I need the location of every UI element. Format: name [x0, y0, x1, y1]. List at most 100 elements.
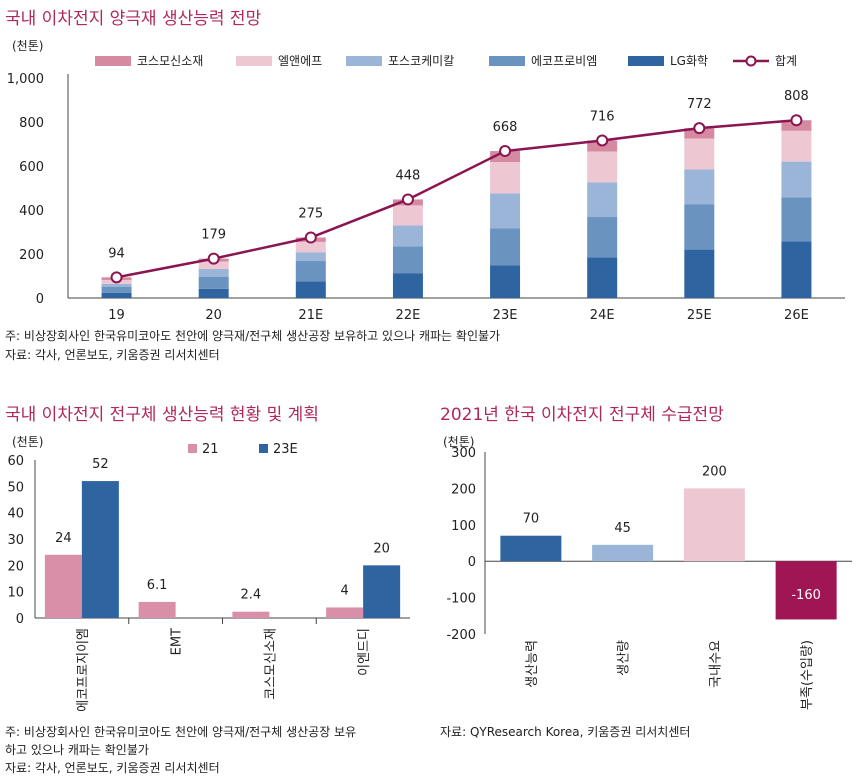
chart1-bar-LG화학: [295, 281, 326, 298]
chart2-source: 자료: 각사, 언론보도, 키움증권 리서치센터: [5, 761, 220, 775]
chart1-bar-에코프로비엠: [101, 287, 132, 293]
chart3-ytick-label: 200: [451, 482, 476, 497]
chart2-bar-21: [326, 607, 364, 618]
chart2-unit-label: (천톤): [12, 434, 43, 449]
chart1-title: 국내 이차전지 양극재 생산능력 전망: [5, 9, 262, 29]
chart1-legend-label: 에코프로비엠: [531, 54, 597, 68]
chart3-bar: [775, 561, 837, 620]
chart3-bar: [683, 488, 745, 562]
chart3-plot: (천톤) -200 -100 0 100 200 300 70 생산능력 45 생산량 200 국내수요…: [443, 434, 852, 710]
chart3-source: 자료: QYResearch Korea, 키움증권 리서치센터: [440, 725, 691, 739]
chart2-bar-21: [44, 554, 82, 618]
chart1-legend-swatch: [489, 56, 525, 66]
chart1-ytick-label: 400: [19, 204, 44, 219]
chart2-xtick-label: EMT: [170, 628, 185, 655]
chart3-title: 2021년 한국 이차전지 전구체 수급전망: [440, 405, 724, 425]
chart1-bar-엘앤에프: [587, 151, 618, 183]
chart2-xtick-label: 이엔드디: [357, 628, 372, 676]
chart1-legend-swatch: [346, 56, 382, 66]
chart1-total-point: [401, 193, 414, 206]
chart2-ytick-label: 10: [7, 586, 24, 601]
chart1-bar-엘앤에프: [490, 162, 521, 194]
chart1-bar-LG화학: [198, 288, 229, 298]
chart1-bar-엘앤에프: [392, 205, 423, 226]
chart1-legend-marker: [745, 55, 757, 67]
chart1-ytick-label: 1,000: [7, 72, 44, 87]
chart1-bar-에코프로비엠: [587, 217, 618, 258]
chart2-note-line2: 하고 있으나 캐파는 확인불가: [5, 743, 149, 757]
chart3-ytick-label: 300: [451, 446, 476, 461]
chart1-bar-포스코케미칼: [781, 161, 812, 198]
chart1-note: 주: 비상장회사인 한국유미코아도 천안에 양극재/전구체 생산공장 보유하고 …: [5, 329, 501, 343]
chart2-value-label: 4: [340, 583, 348, 598]
chart1-bar-엘앤에프: [684, 138, 715, 170]
chart1-bar-에코프로비엠: [490, 228, 521, 266]
chart1-bar-엘앤에프: [781, 130, 812, 162]
chart1-bar-엘앤에프: [198, 261, 229, 269]
chart1-unit-label: (천톤): [12, 38, 43, 53]
chart2-xtick-label: 코스모신소재: [263, 628, 278, 700]
chart3-value-label: 45: [614, 521, 631, 536]
chart1-xtick-label: 21E: [298, 308, 323, 323]
chart1-total-point: [207, 252, 220, 265]
chart1-bar-LG화학: [101, 292, 132, 298]
chart3-xtick-label: 국내수요: [708, 640, 723, 688]
chart1-bar-LG화학: [392, 273, 423, 298]
chart1-total-label: 94: [108, 246, 125, 261]
chart1-bar-포스코케미칼: [101, 283, 132, 287]
chart1-bar-포스코케미칼: [198, 268, 229, 277]
chart1-xtick-label: 20: [205, 308, 222, 323]
chart1-ytick-label: 0: [36, 292, 44, 307]
chart3-bar: [500, 535, 562, 562]
chart1-total-label: 275: [298, 207, 323, 222]
chart2-value-label: 52: [92, 457, 109, 472]
chart2-ytick-label: 30: [7, 533, 24, 548]
chart3-value-label: 200: [702, 464, 727, 479]
chart2-bar-21: [232, 611, 270, 618]
chart1-xtick-label: 24E: [590, 308, 615, 323]
chart1-total-label: 668: [493, 120, 518, 135]
chart2-value-label: 2.4: [241, 588, 262, 603]
chart1-bar-에코프로비엠: [781, 197, 812, 242]
chart3-bar: [592, 544, 654, 562]
chart1-ytick-label: 600: [19, 160, 44, 175]
chart1-bar-포스코케미칼: [684, 169, 715, 205]
chart3-ytick-label: -200: [446, 628, 476, 643]
chart1-total-point: [499, 145, 512, 158]
chart1-legend-label: 엘앤에프: [278, 54, 322, 68]
chart1-xtick-label: 19: [108, 308, 125, 323]
chart1-bar-포스코케미칼: [295, 252, 326, 262]
chart2-bar-23E: [363, 565, 401, 618]
chart1-legend-label: 포스코케미칼: [388, 54, 454, 68]
chart1-bar-에코프로비엠: [198, 276, 229, 289]
chart2-value-label: 20: [373, 541, 390, 556]
chart1-total-point: [693, 122, 706, 135]
chart1-total-line: [116, 118, 797, 279]
chart1-bar-에코프로비엠: [392, 246, 423, 274]
chart1-bar-에코프로비엠: [295, 261, 326, 282]
chart2-note-line1: 주: 비상장회사인 한국유미코아도 천안에 양극재/전구체 생산공장 보유: [5, 725, 357, 739]
chart2-ytick-label: 40: [7, 507, 24, 522]
chart1-legend-swatch: [236, 56, 272, 66]
chart1-xtick-label: 22E: [396, 308, 421, 323]
chart2-legend-swatch: [259, 444, 268, 453]
chart2-legend-label: 23E: [273, 442, 298, 457]
chart1-legend-label: LG화학: [670, 54, 708, 68]
chart1-xtick-label: 23E: [493, 308, 518, 323]
chart2-plot: (천톤) 0 10 20 30 40 50 60 24 52 에코프로지이엠 6.1 EMT 2.4 코스모…: [7, 434, 410, 712]
chart1-xtick-label: 25E: [687, 308, 712, 323]
chart2-bar-21: [138, 601, 176, 618]
chart2-value-label: 6.1: [147, 578, 168, 593]
chart1-bar-포스코케미칼: [490, 193, 521, 229]
chart3-xtick-label: 생산량: [617, 640, 632, 676]
chart2-xtick-label: 에코프로지이엠: [76, 628, 91, 712]
chart1-legend-swatch: [628, 56, 664, 66]
chart1-bar-LG화학: [781, 241, 812, 298]
chart2-bar-23E: [81, 481, 119, 618]
chart1-total-label: 808: [784, 89, 809, 104]
chart2-ytick-label: 20: [7, 559, 24, 574]
chart1-bar-에코프로비엠: [684, 204, 715, 250]
chart1-total-label: 448: [396, 168, 421, 183]
chart2-legend-swatch: [188, 444, 197, 453]
chart1-ytick-label: 800: [19, 116, 44, 131]
